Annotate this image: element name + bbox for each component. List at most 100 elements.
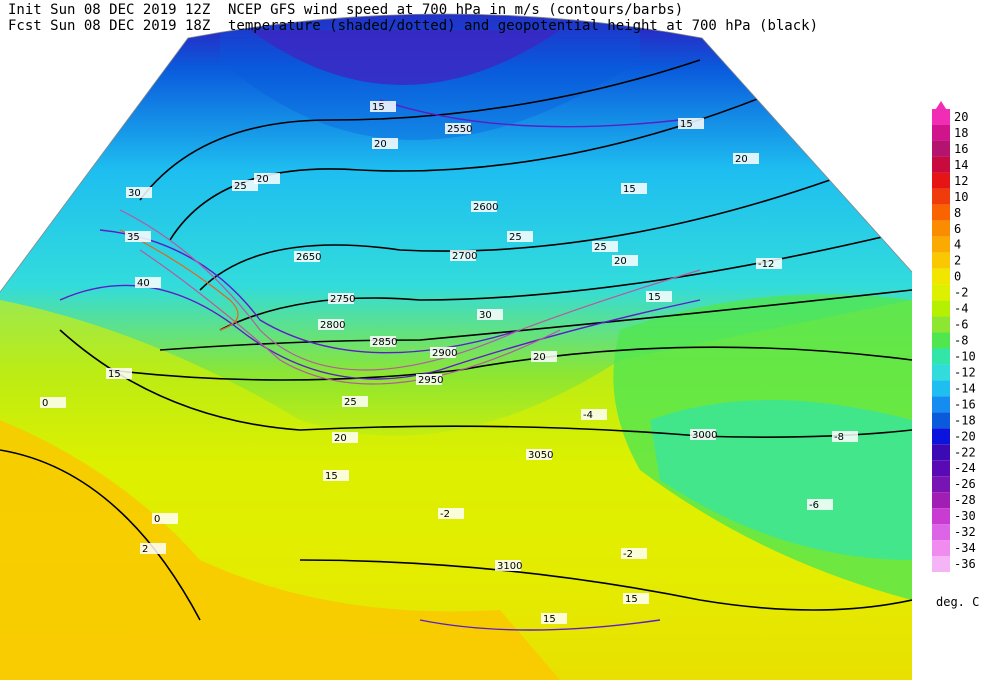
map-label: 40 <box>137 278 150 289</box>
map-title: NCEP GFS wind speed at 700 hPa in m/s (c… <box>228 2 683 18</box>
map-label: -2 <box>623 549 633 560</box>
map-label: 2750 <box>330 294 355 305</box>
colorbar-unit: deg. C <box>936 595 979 609</box>
map-label-box <box>495 560 521 571</box>
map-label-box <box>438 508 464 519</box>
colorbar-swatch <box>932 188 950 205</box>
colorbar-label: -22 <box>954 445 976 459</box>
map-label-box <box>416 374 442 385</box>
colorbar-label: -34 <box>954 541 976 555</box>
map-label: -8 <box>834 432 844 443</box>
map-label-box <box>621 183 647 194</box>
map-label-box <box>690 429 716 440</box>
map-label: 15 <box>680 119 693 130</box>
colorbar-label: 2 <box>954 254 961 268</box>
map-label-box <box>756 258 782 269</box>
map-label-box <box>135 277 161 288</box>
map-label-box <box>621 548 647 559</box>
colorbar-label: 6 <box>954 222 961 236</box>
map-label: -4 <box>583 410 593 421</box>
map-label: 2850 <box>372 337 397 348</box>
map-label: 15 <box>108 369 121 380</box>
colorbar-label: -20 <box>954 429 976 443</box>
map-label-box <box>807 499 833 510</box>
colorbar-label: -10 <box>954 349 976 363</box>
colorbar-label: -4 <box>954 302 968 316</box>
colorbar-swatch <box>932 204 950 221</box>
map-label: 0 <box>42 398 48 409</box>
map-label: -6 <box>809 500 819 511</box>
map-label-box <box>328 293 354 304</box>
map-label: 2900 <box>432 348 457 359</box>
colorbar-label: 16 <box>954 142 968 156</box>
colorbar-label: -6 <box>954 318 968 332</box>
map-border <box>0 13 913 293</box>
map-label-box <box>126 187 152 198</box>
map-label-box <box>646 291 672 302</box>
map-label: 3050 <box>528 450 553 461</box>
colorbar-label: 0 <box>954 270 961 284</box>
init-time: Init Sun 08 DEC 2019 12Z <box>8 2 210 18</box>
map-label: 3000 <box>692 430 717 441</box>
colorbar-label: -26 <box>954 477 976 491</box>
map-label: 25 <box>234 181 247 192</box>
colorbar-label: 10 <box>954 190 968 204</box>
map-label: 20 <box>256 174 269 185</box>
map-label: 25 <box>594 242 607 253</box>
map-label: 30 <box>479 310 492 321</box>
map-label: 20 <box>533 352 546 363</box>
colorbar-swatch <box>932 252 950 269</box>
map-label: 2950 <box>418 375 443 386</box>
map-label-box <box>40 397 66 408</box>
wind-contours <box>119 209 701 385</box>
colorbar-swatch <box>932 396 950 413</box>
colorbar-label: 14 <box>954 158 968 172</box>
colorbar-swatch <box>932 156 950 173</box>
map-label: 35 <box>127 232 140 243</box>
map-label-box <box>106 368 132 379</box>
map-label-box <box>477 309 503 320</box>
map-label-box <box>342 396 368 407</box>
colorbar-swatch <box>932 412 950 429</box>
map-label-box <box>612 255 638 266</box>
colorbar-swatch <box>932 220 950 237</box>
map-label-box <box>832 431 858 442</box>
colorbar-label: 4 <box>954 238 961 252</box>
map-area <box>0 14 912 680</box>
colorbar-swatch <box>932 172 950 189</box>
map-label-box <box>323 470 349 481</box>
forecast-time: Fcst Sun 08 DEC 2019 18Z <box>8 18 210 34</box>
map-label-box <box>471 201 497 212</box>
map-label: 2650 <box>296 252 321 263</box>
map-label-box <box>370 101 396 112</box>
colorbar: 20181614121086420-2-4-6-8-10-12-14-16-18… <box>932 101 976 572</box>
map-label-box <box>140 543 166 554</box>
colorbar-swatch <box>932 460 950 477</box>
map-label-box <box>531 351 557 362</box>
colorbar-label: 18 <box>954 126 968 140</box>
colorbar-label: -32 <box>954 525 976 539</box>
map-label-box <box>450 250 476 261</box>
map-label-box <box>254 173 280 184</box>
colorbar-swatch <box>932 284 950 301</box>
map-label-box <box>541 613 567 624</box>
map-label: 15 <box>325 471 338 482</box>
colorbar-swatch <box>932 444 950 461</box>
colorbar-label: -14 <box>954 381 976 395</box>
colorbar-label: 8 <box>954 206 961 220</box>
map-label: 20 <box>334 433 347 444</box>
colorbar-swatch <box>932 332 950 349</box>
map-label-box <box>372 138 398 149</box>
map-label-box <box>623 593 649 604</box>
map-label: 2800 <box>320 320 345 331</box>
map-label: 2600 <box>473 202 498 213</box>
colorbar-swatch <box>932 316 950 333</box>
map-label-box <box>430 347 456 358</box>
colorbar-swatch <box>932 428 950 445</box>
colorbar-label: -12 <box>954 365 976 379</box>
map-label: 20 <box>374 139 387 150</box>
colorbar-swatch <box>932 556 950 572</box>
colorbar-swatch <box>932 524 950 541</box>
